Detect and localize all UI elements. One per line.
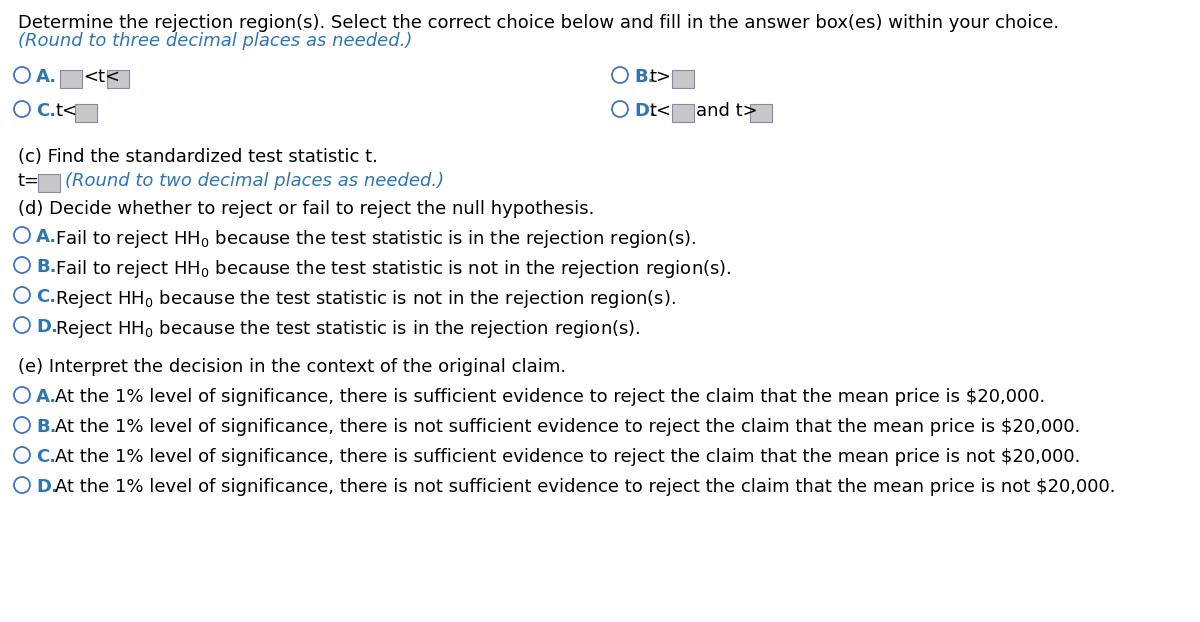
Text: C.: C. — [36, 288, 56, 306]
Text: (Round to two decimal places as needed.): (Round to two decimal places as needed.) — [65, 172, 444, 190]
Text: t<: t< — [56, 102, 78, 120]
Text: B.: B. — [36, 258, 56, 276]
Text: Reject HH$_0$ because the test statistic is not in the rejection region(s).: Reject HH$_0$ because the test statistic… — [55, 288, 676, 310]
Text: At the 1% level of significance, there is sufficient evidence to reject the clai: At the 1% level of significance, there i… — [55, 448, 1080, 466]
Text: D.: D. — [634, 102, 656, 120]
Text: A.: A. — [36, 388, 58, 406]
Text: At the 1% level of significance, there is sufficient evidence to reject the clai: At the 1% level of significance, there i… — [55, 388, 1045, 406]
Text: <t<: <t< — [83, 68, 120, 86]
Text: t=: t= — [18, 172, 40, 190]
Text: D.: D. — [36, 478, 58, 496]
Text: (c) Find the standardized test statistic t.: (c) Find the standardized test statistic… — [18, 148, 378, 166]
Text: D.: D. — [36, 318, 58, 336]
Text: t>: t> — [650, 68, 672, 86]
Text: At the 1% level of significance, there is not sufficient evidence to reject the : At the 1% level of significance, there i… — [55, 478, 1116, 496]
Text: Fail to reject HH$_0$ because the test statistic is not in the rejection region(: Fail to reject HH$_0$ because the test s… — [55, 258, 732, 280]
Text: Reject HH$_0$ because the test statistic is in the rejection region(s).: Reject HH$_0$ because the test statistic… — [55, 318, 641, 340]
Text: At the 1% level of significance, there is not sufficient evidence to reject the : At the 1% level of significance, there i… — [55, 418, 1080, 436]
Text: C.: C. — [36, 102, 56, 120]
Text: (d) Decide whether to reject or fail to reject the null hypothesis.: (d) Decide whether to reject or fail to … — [18, 200, 594, 218]
Text: (e) Interpret the decision in the context of the original claim.: (e) Interpret the decision in the contex… — [18, 358, 566, 376]
Text: (Round to three decimal places as needed.): (Round to three decimal places as needed… — [18, 32, 413, 50]
Text: Determine the rejection region(s). Select the correct choice below and fill in t: Determine the rejection region(s). Selec… — [18, 14, 1060, 32]
Text: Fail to reject HH$_0$ because the test statistic is in the rejection region(s).: Fail to reject HH$_0$ because the test s… — [55, 228, 696, 250]
Text: t<: t< — [650, 102, 672, 120]
Text: C.: C. — [36, 448, 56, 466]
Text: and t>: and t> — [696, 102, 757, 120]
Text: A.: A. — [36, 68, 58, 86]
Text: B.: B. — [634, 68, 654, 86]
Text: A.: A. — [36, 228, 58, 246]
Text: B.: B. — [36, 418, 56, 436]
